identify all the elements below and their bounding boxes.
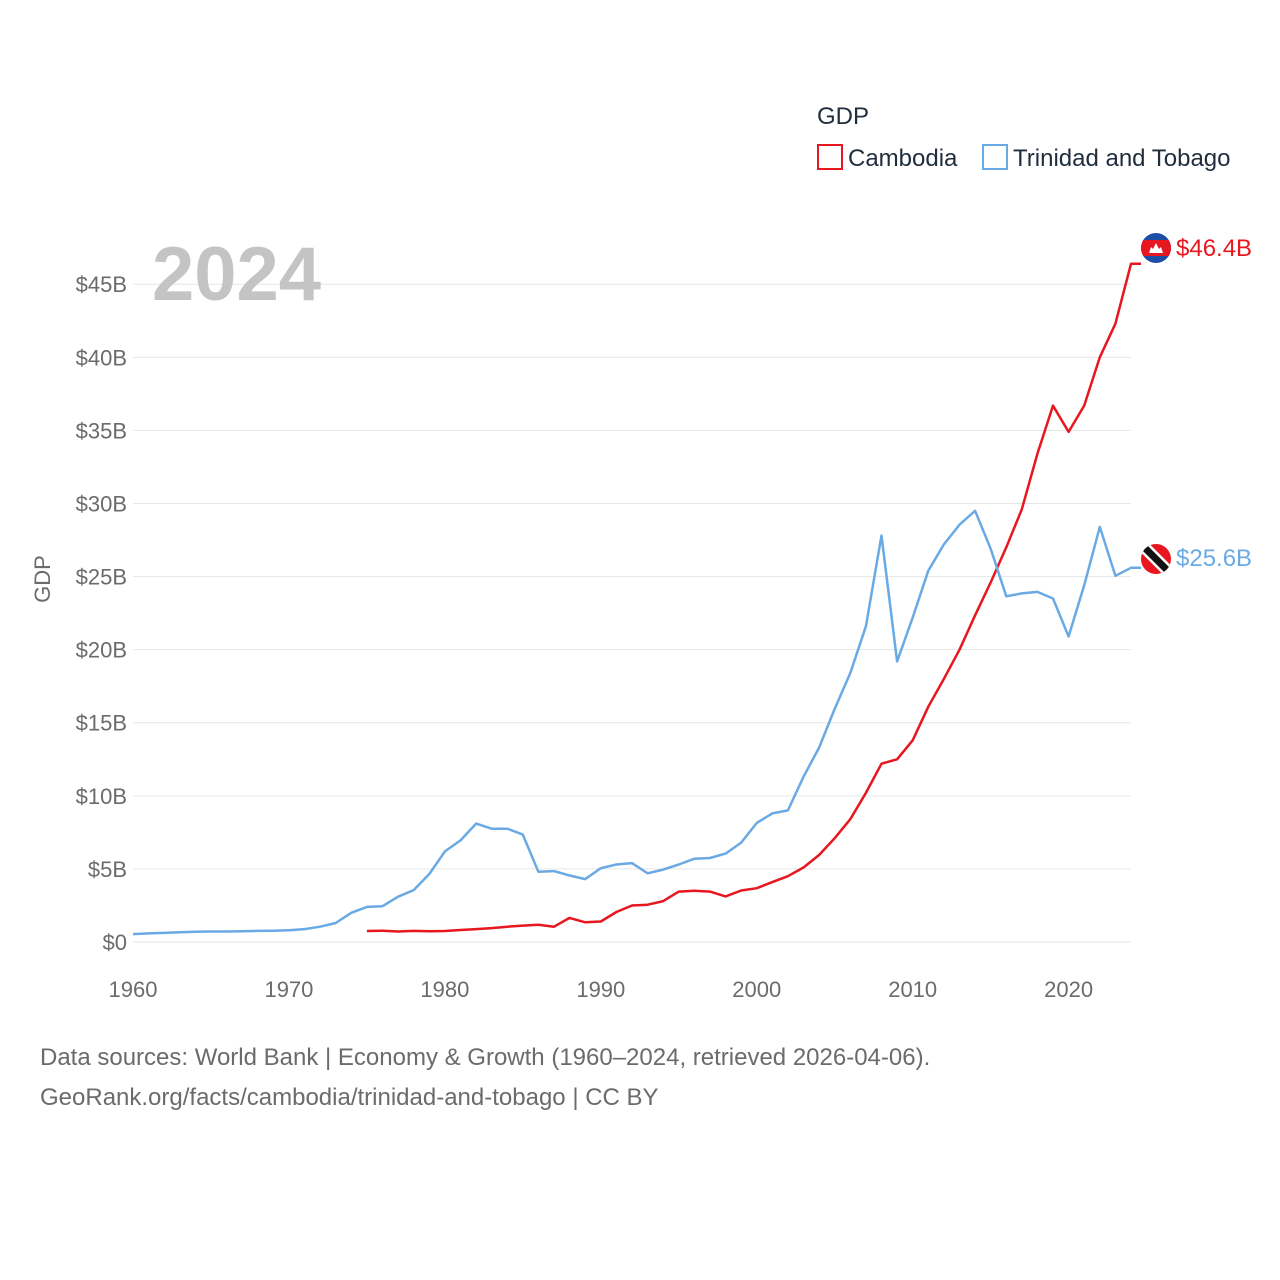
y-tick-label: $35B (76, 418, 127, 443)
legend-title: GDP (817, 103, 869, 130)
cambodia-flag-icon (1141, 233, 1171, 263)
year-label: 2024 (152, 232, 321, 317)
legend-label-trinidad-and-tobago: Trinidad and Tobago (1013, 145, 1231, 172)
y-axis-ticks: $0 $5B $10B $15B $20B $25B $30B $35B $40B $45B (76, 272, 127, 955)
x-tick-label: 1960 (109, 977, 158, 1002)
grid-lines (133, 283, 1131, 943)
y-tick-label: $25B (76, 565, 127, 590)
footer-source-link[interactable]: GeoRank.org/facts/cambodia/trinidad-and-… (40, 1084, 659, 1111)
legend-label-cambodia: Cambodia (848, 145, 958, 172)
trinidad-and-tobago-end-label: $25.6B (1176, 545, 1252, 572)
x-axis-ticks: 1960 1970 1980 1990 2000 2010 2020 (109, 977, 1094, 1002)
footer-data-sources: Data sources: World Bank | Economy & Gro… (40, 1044, 931, 1071)
x-tick-label: 2010 (888, 977, 937, 1002)
y-tick-label: $0 (103, 930, 127, 955)
legend-swatch-cambodia (817, 144, 843, 170)
series-line-cambodia (366, 262, 1141, 933)
series-lines (132, 262, 1141, 936)
x-tick-label: 1970 (264, 977, 313, 1002)
y-tick-label: $5B (88, 857, 127, 882)
x-tick-label: 2000 (732, 977, 781, 1002)
series-line-trinidad-and-tobago (132, 509, 1141, 936)
y-tick-label: $15B (76, 711, 127, 736)
trinidad-and-tobago-flag-icon (1141, 544, 1171, 574)
x-tick-label: 1980 (420, 977, 469, 1002)
legend-swatch-trinidad-and-tobago (982, 144, 1008, 170)
legend-item-cambodia[interactable]: Cambodia (817, 144, 958, 172)
legend-item-trinidad-and-tobago[interactable]: Trinidad and Tobago (982, 144, 1231, 172)
x-tick-label: 1990 (576, 977, 625, 1002)
x-tick-label: 2020 (1044, 977, 1093, 1002)
y-tick-label: $10B (76, 784, 127, 809)
y-axis-label: GDP (30, 555, 55, 603)
cambodia-end-label: $46.4B (1176, 235, 1252, 262)
gdp-line-chart: $0 $5B $10B $15B $20B $25B $30B $35B $40B $45B 19… (30, 103, 1252, 1002)
y-tick-label: $45B (76, 272, 127, 297)
y-tick-label: $40B (76, 345, 127, 370)
y-tick-label: $20B (76, 638, 127, 663)
legend: GDP Cambodia Trinidad and Tobago (817, 103, 1231, 172)
y-tick-label: $30B (76, 491, 127, 516)
